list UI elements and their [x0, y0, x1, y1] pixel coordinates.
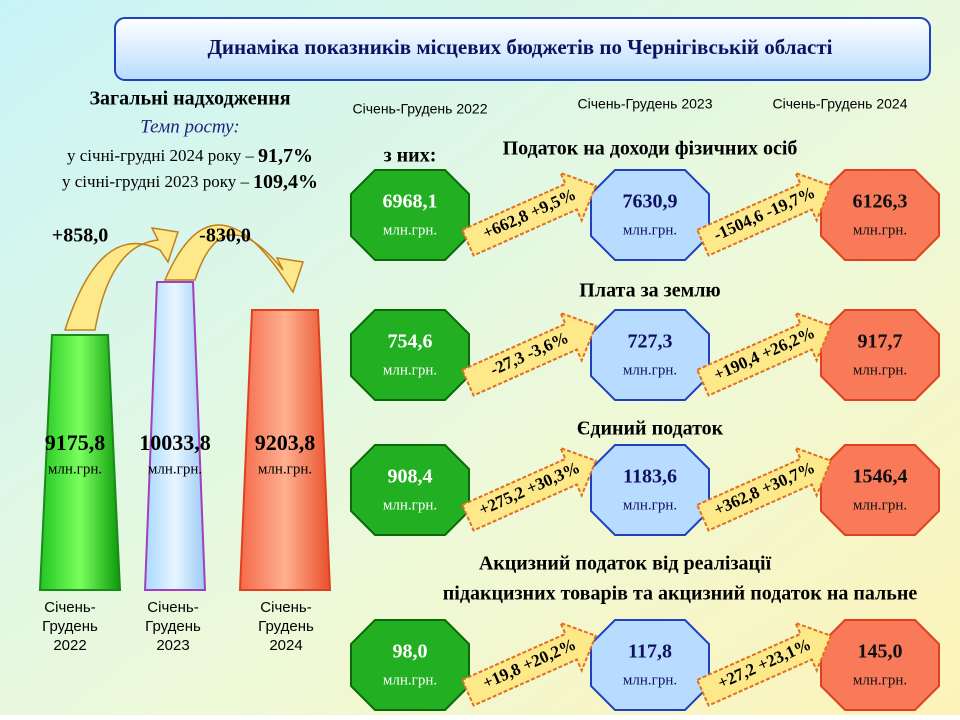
tax-value: 145,0 — [858, 641, 903, 663]
tower-period: Січень- — [147, 599, 198, 616]
tower-period: Січень- — [44, 599, 95, 616]
title: Динаміка показників місцевих бюджетів по… — [207, 35, 832, 59]
total-change: -830,0 — [199, 225, 251, 247]
total-change: +858,0 — [52, 225, 108, 247]
tower-unit: млн.грн. — [48, 461, 102, 477]
tower-value: 9203,8 — [255, 430, 316, 455]
tower-period: Грудень — [145, 618, 201, 635]
tax-value: 727,3 — [628, 331, 673, 353]
tower-unit: млн.грн. — [258, 461, 312, 477]
value-box — [821, 310, 939, 400]
growth-text: у січні-грудні 2024 року – — [67, 146, 254, 165]
tower-period: 2022 — [53, 637, 86, 654]
growth-line: у січні-грудні 2023 року –109,4% — [62, 171, 318, 193]
value-box — [821, 170, 939, 260]
tower-period: 2024 — [269, 637, 302, 654]
tax-value: 917,7 — [858, 331, 903, 353]
value-box — [591, 620, 709, 710]
tax-unit: млн.грн. — [623, 497, 677, 513]
tax-unit: млн.грн. — [853, 222, 907, 238]
tower-value: 10033,8 — [139, 430, 211, 455]
infographic: Динаміка показників місцевих бюджетів по… — [0, 0, 960, 715]
tax-unit: млн.грн. — [623, 222, 677, 238]
period-header: Січень-Грудень 2022 — [353, 101, 488, 117]
tax-unit: млн.грн. — [623, 672, 677, 688]
value-box — [351, 310, 469, 400]
value-box — [351, 445, 469, 535]
period-header: Січень-Грудень 2023 — [578, 96, 713, 112]
tower-period: 2023 — [156, 637, 189, 654]
tax-unit: млн.грн. — [853, 497, 907, 513]
tax-unit: млн.грн. — [383, 222, 437, 238]
tax-title: підакцизних товарів та акцизний податок … — [443, 583, 918, 605]
tower-period: Грудень — [42, 618, 98, 635]
tax-title: Акцизний податок від реалізації — [479, 553, 772, 575]
tax-value: 117,8 — [628, 641, 672, 663]
tax-title: Податок на доходи фізичних осіб — [503, 138, 798, 160]
tax-value: 1546,4 — [853, 466, 908, 488]
tax-value: 98,0 — [393, 641, 428, 663]
value-box — [591, 170, 709, 260]
tax-value: 1183,6 — [623, 466, 677, 488]
tax-unit: млн.грн. — [383, 672, 437, 688]
of-which: з них: — [384, 145, 437, 167]
tower-unit: млн.грн. — [148, 461, 202, 477]
tax-title: Єдиний податок — [577, 418, 724, 440]
tax-unit: млн.грн. — [383, 497, 437, 513]
tower-value: 9175,8 — [45, 430, 106, 455]
tax-unit: млн.грн. — [853, 362, 907, 378]
value-box — [591, 445, 709, 535]
tower-period: Січень- — [260, 599, 311, 616]
growth-value: 91,7% — [258, 145, 313, 167]
tax-value: 6126,3 — [853, 191, 908, 213]
value-box — [591, 310, 709, 400]
value-box — [821, 620, 939, 710]
growth-line: у січні-грудні 2024 року –91,7% — [67, 145, 313, 167]
tax-title: Плата за землю — [579, 280, 720, 302]
growth-value: 109,4% — [253, 171, 318, 193]
value-box — [351, 170, 469, 260]
total-title: Загальні надходження — [89, 88, 290, 110]
value-box — [351, 620, 469, 710]
tax-unit: млн.грн. — [623, 362, 677, 378]
growth-label: Темп росту: — [140, 116, 239, 137]
tax-unit: млн.грн. — [853, 672, 907, 688]
tax-value: 908,4 — [388, 466, 433, 488]
tax-value: 6968,1 — [383, 191, 438, 213]
period-header: Січень-Грудень 2024 — [773, 96, 908, 112]
tax-value: 7630,9 — [623, 191, 678, 213]
growth-text: у січні-грудні 2023 року – — [62, 172, 249, 191]
tax-unit: млн.грн. — [383, 362, 437, 378]
tax-value: 754,6 — [388, 331, 433, 353]
value-box — [821, 445, 939, 535]
tower-period: Грудень — [258, 618, 314, 635]
